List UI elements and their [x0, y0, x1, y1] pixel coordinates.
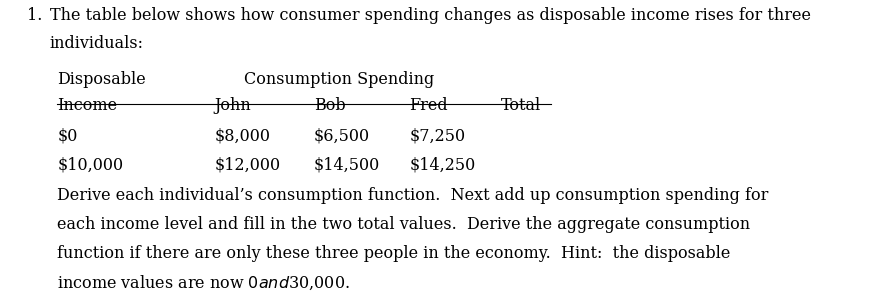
Text: income values are now $0 and $30,000.: income values are now $0 and $30,000.	[58, 273, 350, 292]
Text: Total: Total	[501, 97, 542, 114]
Text: $7,250: $7,250	[410, 128, 466, 145]
Text: Income: Income	[58, 97, 118, 114]
Text: $12,000: $12,000	[214, 156, 281, 173]
Text: each income level and fill in the two total values.  Derive the aggregate consum: each income level and fill in the two to…	[58, 216, 750, 233]
Text: John: John	[214, 97, 251, 114]
Text: Consumption Spending: Consumption Spending	[243, 71, 434, 88]
Text: function if there are only these three people in the economy.  Hint:  the dispos: function if there are only these three p…	[58, 245, 731, 262]
Text: $14,250: $14,250	[410, 156, 475, 173]
Text: Bob: Bob	[314, 97, 345, 114]
Text: $14,500: $14,500	[314, 156, 380, 173]
Text: Disposable: Disposable	[58, 71, 146, 88]
Text: Fred: Fred	[410, 97, 448, 114]
Text: individuals:: individuals:	[50, 35, 143, 52]
Text: $0: $0	[58, 128, 78, 145]
Text: $10,000: $10,000	[58, 156, 124, 173]
Text: $6,500: $6,500	[314, 128, 370, 145]
Text: Derive each individual’s consumption function.  Next add up consumption spending: Derive each individual’s consumption fun…	[58, 188, 769, 205]
Text: 1.: 1.	[27, 7, 42, 24]
Text: $8,000: $8,000	[214, 128, 270, 145]
Text: The table below shows how consumer spending changes as disposable income rises f: The table below shows how consumer spend…	[50, 7, 811, 24]
